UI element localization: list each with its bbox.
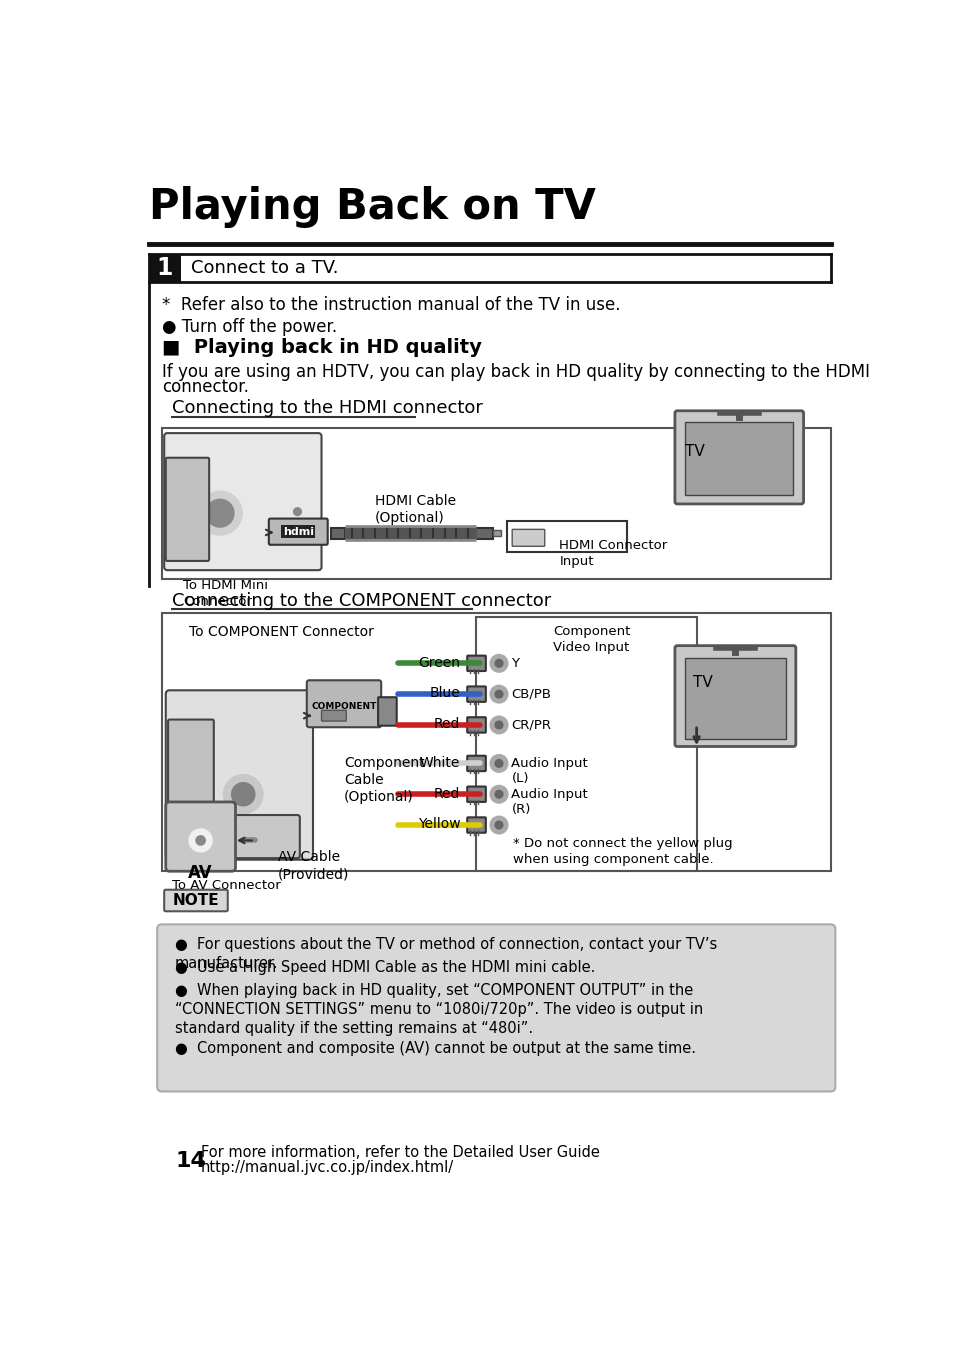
Text: CB/PB: CB/PB	[511, 688, 551, 702]
Text: Component
Cable
(Optional): Component Cable (Optional)	[344, 756, 424, 805]
FancyBboxPatch shape	[476, 528, 493, 539]
Bar	[162, 613, 830, 871]
Text: Connecting to the HDMI connector: Connecting to the HDMI connector	[172, 399, 482, 417]
Circle shape	[495, 721, 502, 729]
Text: ■  Playing back in HD quality: ■ Playing back in HD quality	[162, 338, 481, 357]
FancyBboxPatch shape	[674, 411, 802, 503]
Circle shape	[224, 775, 262, 813]
Text: hdmi: hdmi	[282, 527, 314, 536]
FancyBboxPatch shape	[307, 680, 381, 727]
FancyBboxPatch shape	[269, 518, 328, 544]
Text: Red: Red	[434, 787, 459, 801]
Text: HDMI Connector
Input: HDMI Connector Input	[558, 539, 667, 567]
Text: Audio Input
(L): Audio Input (L)	[511, 757, 588, 786]
Bar	[476, 617, 696, 871]
Text: Playing Back on TV: Playing Back on TV	[149, 186, 595, 228]
Text: ●  When playing back in HD quality, set “COMPONENT OUTPUT” in the
“CONNECTION SE: ● When playing back in HD quality, set “…	[174, 982, 702, 1037]
FancyBboxPatch shape	[331, 528, 344, 539]
Text: ●  Use a High Speed HDMI Cable as the HDMI mini cable.: ● Use a High Speed HDMI Cable as the HDM…	[174, 959, 595, 974]
FancyBboxPatch shape	[166, 691, 313, 860]
Text: 14: 14	[174, 1151, 206, 1171]
Circle shape	[198, 491, 241, 535]
FancyBboxPatch shape	[506, 521, 626, 552]
Circle shape	[490, 817, 507, 833]
Bar	[684, 422, 793, 495]
Circle shape	[294, 521, 301, 529]
Bar	[684, 658, 785, 738]
FancyBboxPatch shape	[164, 433, 321, 570]
Text: 1: 1	[156, 255, 173, 280]
FancyBboxPatch shape	[166, 457, 209, 560]
FancyBboxPatch shape	[467, 655, 485, 672]
Text: Connecting to the COMPONENT connector: Connecting to the COMPONENT connector	[172, 592, 551, 609]
Circle shape	[490, 716, 507, 733]
FancyBboxPatch shape	[157, 924, 835, 1091]
Text: CR/PR: CR/PR	[511, 719, 551, 731]
FancyBboxPatch shape	[168, 719, 213, 849]
Text: Audio Input
(R): Audio Input (R)	[511, 788, 588, 816]
Circle shape	[490, 786, 507, 803]
Circle shape	[206, 499, 233, 527]
FancyBboxPatch shape	[187, 816, 299, 858]
FancyBboxPatch shape	[467, 718, 485, 733]
Circle shape	[495, 760, 502, 767]
FancyBboxPatch shape	[467, 687, 485, 702]
Text: HDMI Cable
(Optional): HDMI Cable (Optional)	[375, 494, 456, 525]
FancyBboxPatch shape	[467, 787, 485, 802]
FancyBboxPatch shape	[512, 529, 544, 547]
FancyBboxPatch shape	[377, 697, 396, 726]
Circle shape	[490, 685, 507, 703]
Circle shape	[490, 655, 507, 672]
Text: ●  Component and composite (AV) cannot be output at the same time.: ● Component and composite (AV) cannot be…	[174, 1041, 696, 1056]
FancyBboxPatch shape	[467, 817, 485, 833]
Circle shape	[495, 660, 502, 668]
Circle shape	[294, 508, 301, 516]
Text: To AV Connector: To AV Connector	[172, 879, 280, 892]
Circle shape	[495, 790, 502, 798]
Text: To COMPONENT Connector: To COMPONENT Connector	[189, 624, 374, 639]
Text: connector.: connector.	[162, 379, 249, 396]
Text: Y: Y	[511, 657, 518, 670]
FancyBboxPatch shape	[164, 890, 228, 912]
Text: ●  For questions about the TV or method of connection, contact your TV’s
manufac: ● For questions about the TV or method o…	[174, 936, 717, 970]
Circle shape	[495, 691, 502, 697]
Text: Connect to a TV.: Connect to a TV.	[191, 259, 337, 277]
Circle shape	[190, 829, 212, 851]
Text: TV: TV	[692, 674, 712, 689]
Text: TV: TV	[684, 444, 704, 459]
Text: Component
Video Input: Component Video Input	[553, 624, 630, 654]
FancyBboxPatch shape	[493, 531, 500, 536]
Text: NOTE: NOTE	[172, 893, 219, 908]
Text: http://manual.jvc.co.jp/index.html/: http://manual.jvc.co.jp/index.html/	[200, 1160, 454, 1175]
Circle shape	[490, 754, 507, 772]
FancyBboxPatch shape	[467, 756, 485, 771]
Text: Red: Red	[434, 718, 459, 731]
Text: ● Turn off the power.: ● Turn off the power.	[162, 319, 336, 337]
Circle shape	[195, 836, 205, 845]
Text: *  Refer also to the instruction manual of the TV in use.: * Refer also to the instruction manual o…	[162, 296, 619, 313]
Text: Yellow: Yellow	[417, 817, 459, 832]
Text: AV: AV	[188, 863, 213, 882]
Bar	[162, 429, 830, 578]
Text: Green: Green	[417, 655, 459, 669]
FancyBboxPatch shape	[166, 802, 235, 871]
Text: AV Cable
(Provided): AV Cable (Provided)	[278, 851, 349, 882]
Bar	[149, 254, 181, 282]
FancyBboxPatch shape	[321, 710, 346, 721]
Circle shape	[495, 821, 502, 829]
Circle shape	[232, 783, 254, 806]
Text: * Do not connect the yellow plug
when using component cable.: * Do not connect the yellow plug when us…	[513, 837, 732, 866]
FancyBboxPatch shape	[674, 646, 795, 746]
Circle shape	[294, 536, 301, 543]
Text: If you are using an HDTV, you can play back in HD quality by connecting to the H: If you are using an HDTV, you can play b…	[162, 364, 869, 381]
Text: For more information, refer to the Detailed User Guide: For more information, refer to the Detai…	[200, 1144, 598, 1160]
Text: To HDMI Mini
Connector: To HDMI Mini Connector	[183, 578, 268, 608]
Text: White: White	[419, 756, 459, 769]
Text: COMPONENT: COMPONENT	[311, 702, 376, 711]
Text: Blue: Blue	[429, 687, 459, 700]
